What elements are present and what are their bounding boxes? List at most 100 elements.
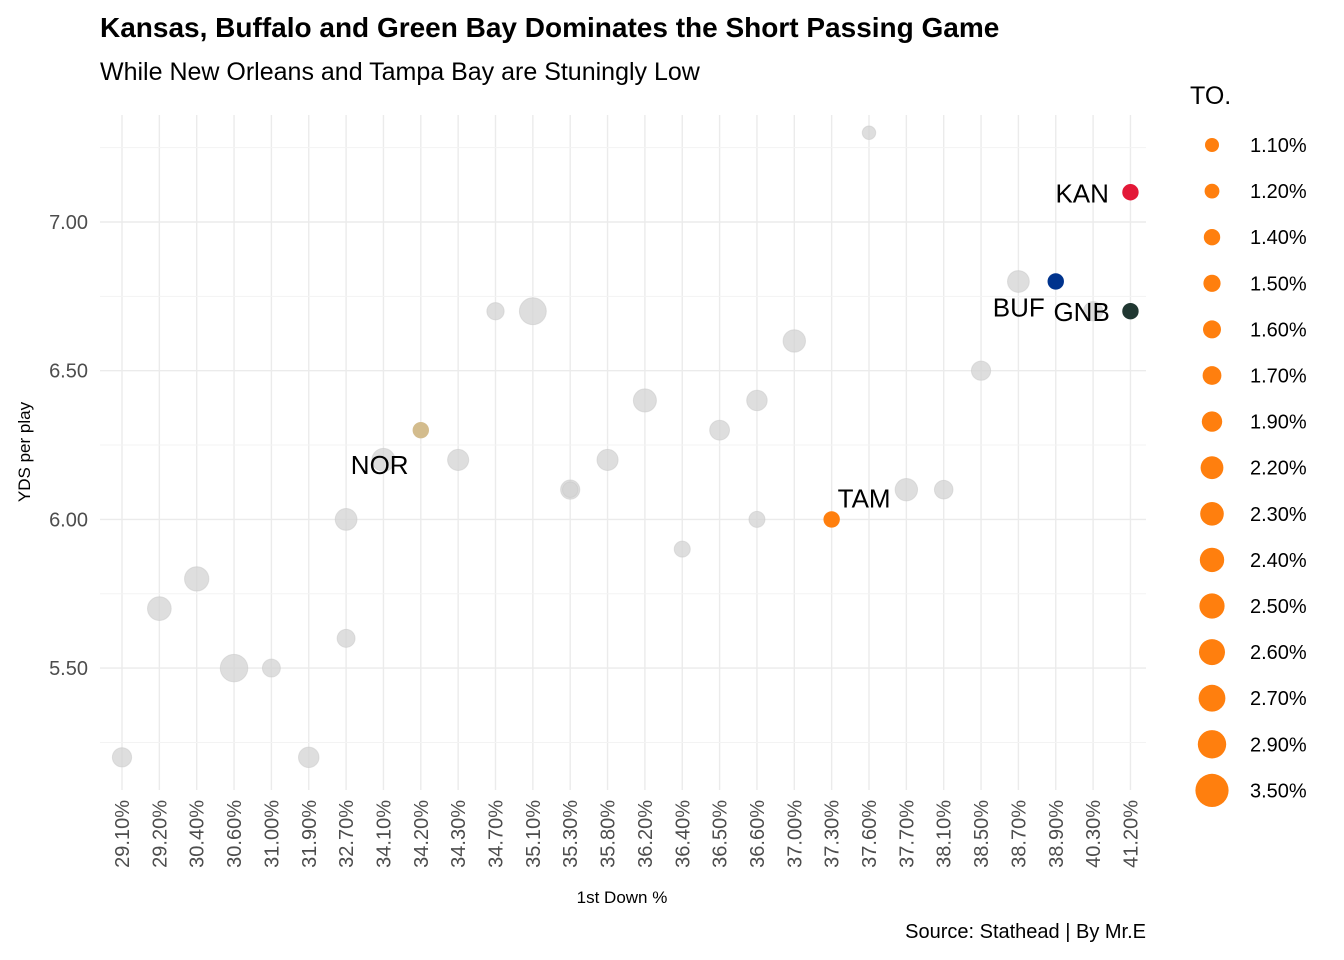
team-point-gnb xyxy=(1122,303,1139,320)
x-tick-label: 36.20% xyxy=(635,800,657,868)
legend-label: 2.20% xyxy=(1250,458,1307,480)
y-tick-label: 6.50 xyxy=(49,361,88,383)
data-point xyxy=(933,479,954,500)
legend-key xyxy=(1199,547,1225,573)
legend-key xyxy=(1203,320,1221,339)
x-tick-label: 34.20% xyxy=(411,800,433,868)
team-label-nor: NOR xyxy=(351,450,409,480)
data-point xyxy=(298,746,320,769)
legend-title: TO. xyxy=(1190,82,1231,110)
x-tick-label: 38.70% xyxy=(1008,800,1030,868)
x-tick-label: 34.30% xyxy=(448,800,470,868)
legend-label: 2.40% xyxy=(1250,550,1307,572)
x-tick-label: 30.60% xyxy=(224,800,246,868)
team-point-nor xyxy=(412,421,429,439)
y-tick-label: 5.50 xyxy=(49,658,88,680)
data-point xyxy=(447,448,470,471)
team-label-kan: KAN xyxy=(1055,178,1108,208)
legend-key xyxy=(1199,593,1225,619)
data-point xyxy=(111,747,133,768)
data-point xyxy=(970,360,992,381)
legend-key xyxy=(1198,684,1226,712)
grid-lines xyxy=(100,115,1146,790)
legend-key xyxy=(1202,366,1222,385)
x-tick-label: 34.10% xyxy=(373,800,395,868)
x-tick-label: 36.60% xyxy=(747,800,769,868)
team-label-buf: BUF xyxy=(993,292,1045,322)
data-point xyxy=(894,477,919,502)
data-point xyxy=(709,419,731,441)
legend-label: 1.90% xyxy=(1250,412,1307,434)
x-tick-label: 35.10% xyxy=(523,800,545,868)
x-tick-label: 38.50% xyxy=(971,800,993,868)
legend-key xyxy=(1197,730,1227,759)
data-point xyxy=(596,448,619,471)
x-tick-label: 31.90% xyxy=(299,800,321,868)
legend-label: 1.50% xyxy=(1250,273,1307,295)
x-tick-label: 30.40% xyxy=(187,800,209,868)
legend-label: 2.50% xyxy=(1250,596,1307,618)
legend: TO. 1.10% 1.20% 1.40% 1.50% 1.60% 1.70% 1.90% 2… xyxy=(1190,82,1307,808)
data-point xyxy=(1007,270,1030,293)
team-point-kan xyxy=(1122,184,1139,201)
legend-label: 1.10% xyxy=(1250,135,1307,157)
legend-key xyxy=(1201,411,1223,432)
legend-label: 1.60% xyxy=(1250,319,1307,341)
legend-key xyxy=(1199,639,1225,666)
legend-label: 1.40% xyxy=(1250,227,1307,249)
data-point xyxy=(371,447,396,472)
data-points xyxy=(111,125,1139,769)
data-point xyxy=(184,566,210,592)
legend-key xyxy=(1204,183,1220,199)
data-point xyxy=(562,481,579,498)
data-point xyxy=(673,540,691,558)
x-tick-label: 38.90% xyxy=(1046,800,1068,868)
data-point xyxy=(746,389,768,412)
legend-label: 2.70% xyxy=(1250,688,1307,710)
legend-key xyxy=(1200,456,1224,480)
legend-label: 2.30% xyxy=(1250,504,1307,526)
data-point xyxy=(334,508,358,531)
x-tick-label: 34.70% xyxy=(486,800,508,868)
x-tick-label: 36.50% xyxy=(710,800,732,868)
data-point xyxy=(861,125,877,140)
x-axis-title: 1st Down % xyxy=(577,888,668,907)
legend-label: 1.20% xyxy=(1250,181,1307,203)
team-point-buf xyxy=(1047,273,1064,290)
legend-label: 2.60% xyxy=(1250,642,1307,664)
x-tick-label: 37.60% xyxy=(859,800,881,868)
team-point-tam xyxy=(823,511,840,528)
legend-key xyxy=(1195,773,1229,808)
x-tick-label: 29.20% xyxy=(149,800,171,868)
x-axis-ticks: 29.10% 29.20% 30.40% 30.60% 31.00% 31.90% 32.7… xyxy=(112,800,1142,868)
data-point xyxy=(336,628,356,648)
x-tick-label: 38.10% xyxy=(934,800,956,868)
x-tick-label: 40.30% xyxy=(1083,800,1105,868)
team-labels: NOR TAM BUF KAN GNB xyxy=(351,178,1110,513)
x-tick-label: 37.70% xyxy=(896,800,918,868)
legend-key xyxy=(1205,138,1219,152)
legend-label: 3.50% xyxy=(1250,780,1307,802)
y-axis-ticks: 5.50 6.00 6.50 7.00 xyxy=(49,212,88,680)
legend-key xyxy=(1203,274,1221,292)
data-point xyxy=(1083,301,1104,322)
data-point xyxy=(518,297,547,326)
x-tick-label: 37.00% xyxy=(784,800,806,868)
legend-key xyxy=(1200,502,1224,526)
x-tick-label: 36.40% xyxy=(672,800,694,868)
team-label-gnb: GNB xyxy=(1053,297,1109,327)
x-tick-label: 32.70% xyxy=(336,800,358,868)
x-tick-label: 29.10% xyxy=(112,800,134,868)
data-point xyxy=(748,510,766,528)
chart-subtitle: While New Orleans and Tampa Bay are Stun… xyxy=(100,58,700,86)
data-point xyxy=(261,658,281,678)
x-tick-label: 35.80% xyxy=(598,800,620,868)
data-point xyxy=(782,329,806,353)
team-label-tam: TAM xyxy=(838,483,891,513)
chart-title: Kansas, Buffalo and Green Bay Dominates … xyxy=(100,12,1000,43)
x-tick-label: 31.00% xyxy=(261,800,283,868)
data-point xyxy=(147,596,172,621)
y-tick-label: 7.00 xyxy=(49,212,88,234)
x-tick-label: 41.20% xyxy=(1120,800,1142,868)
